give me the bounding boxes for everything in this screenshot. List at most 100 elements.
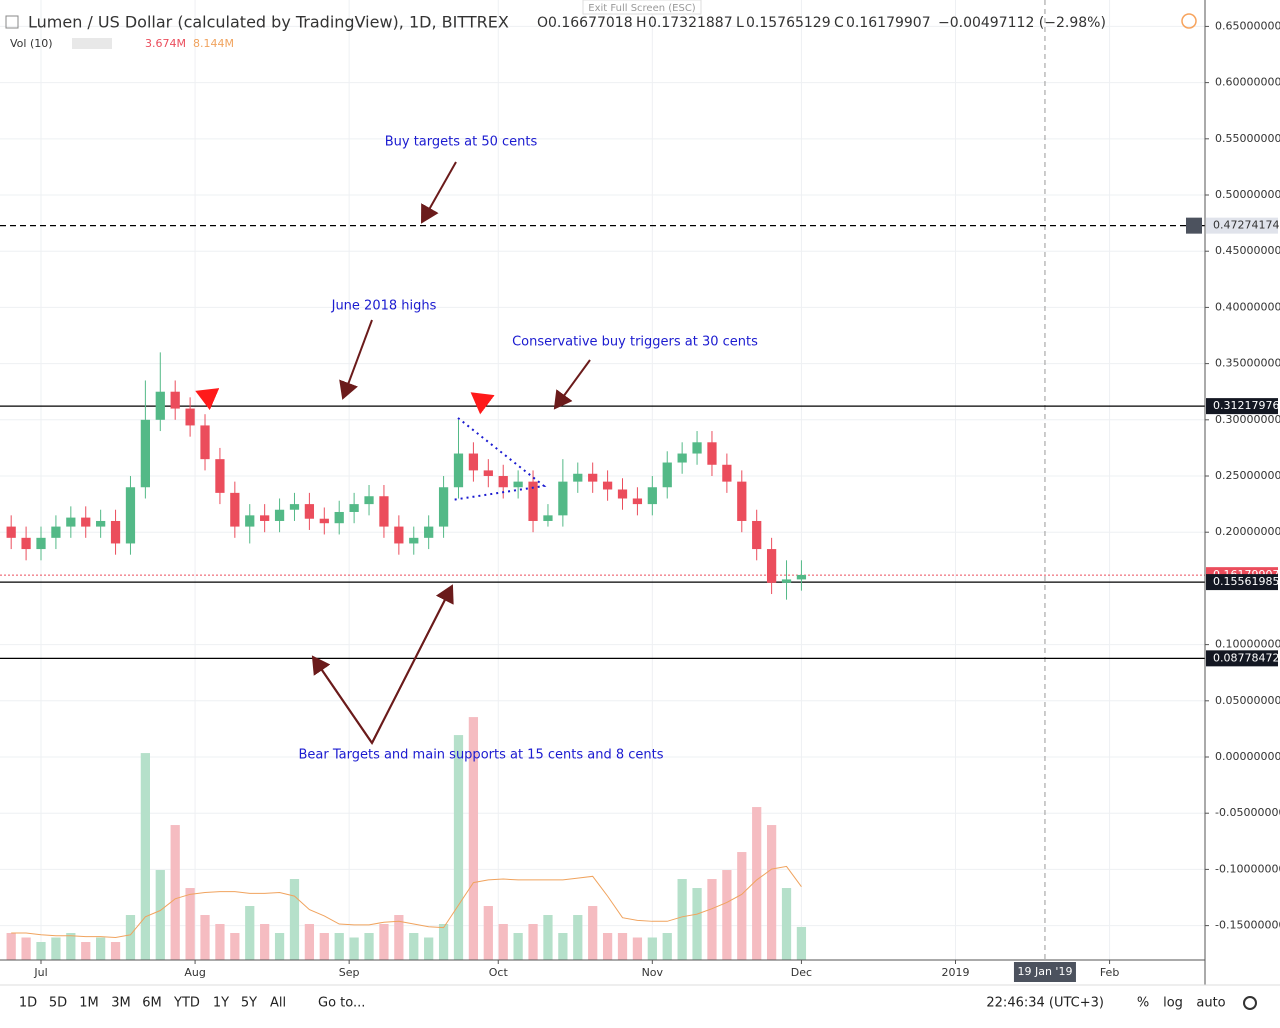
range-button[interactable]: 1Y [213, 996, 229, 1011]
volume-bar [766, 825, 777, 960]
annotation: Bear Targets and main supports at 15 cen… [298, 748, 663, 763]
candle-body [200, 425, 210, 460]
candle-body [304, 504, 315, 519]
range-button[interactable]: 3M [111, 996, 131, 1011]
candle-body [752, 520, 762, 550]
candle-body [81, 517, 91, 527]
volume-bar [677, 879, 687, 960]
volume-ma-line [11, 865, 802, 939]
candle-body [737, 481, 747, 521]
candle-body [349, 504, 359, 512]
collapse-icon[interactable] [5, 15, 19, 29]
exit-fullscreen-label[interactable]: Exit Full Screen (ESC) [588, 3, 696, 14]
range-button[interactable]: All [270, 996, 286, 1011]
warning-icon[interactable] [1181, 13, 1197, 29]
x-tick-label: Oct [489, 966, 509, 979]
volume-settings[interactable] [72, 38, 112, 49]
volume-bar [200, 915, 210, 960]
candle-body [424, 526, 434, 538]
x-tick-label: 2019 [942, 966, 970, 979]
y-tick-label: 0.55000000 [1215, 132, 1280, 145]
exit-fullscreen[interactable] [582, 0, 702, 15]
candle-body [498, 476, 508, 488]
percent-toggle[interactable]: % [1137, 996, 1149, 1011]
volume-ma: 8.144M [193, 37, 234, 50]
volume-bar [632, 937, 643, 960]
volume-bar [707, 879, 717, 960]
volume-bar [319, 933, 329, 960]
ohlc-value: 0.15765129 [746, 15, 831, 31]
y-tick-label: 0.10000000 [1215, 638, 1280, 651]
candle-body [245, 515, 255, 527]
annotation: Buy targets at 50 cents [385, 135, 538, 150]
volume-name: Vol (10) [10, 37, 53, 50]
annotation: Conservative buy triggers at 30 cents [512, 335, 758, 350]
volume-bar [334, 933, 344, 960]
candle-body [528, 481, 538, 521]
candle-body [722, 464, 732, 482]
range-button[interactable]: 6M [142, 996, 162, 1011]
volume-bar [409, 933, 419, 960]
candle-body [632, 498, 643, 505]
clock: 22:46:34 (UTC+3) [986, 996, 1104, 1011]
arrow [553, 359, 591, 410]
volume-value: 3.674M [145, 37, 186, 50]
ohlc-change: −0.00497112 (−2.98%) [938, 15, 1106, 31]
crosshair-label-bg [1013, 962, 1076, 982]
price-label-bg [1206, 217, 1278, 234]
candle-body [379, 496, 389, 527]
candle-body [155, 391, 165, 420]
candle-body [692, 442, 702, 454]
red-arrow [470, 392, 495, 415]
auto-toggle[interactable]: auto [1196, 996, 1225, 1011]
candle-body [125, 487, 136, 544]
red-arrow [195, 388, 220, 411]
volume-bar [260, 924, 270, 960]
volume-bar [289, 879, 300, 960]
settings-icon[interactable] [1243, 996, 1257, 1010]
candle-body [468, 453, 479, 471]
candle-body [66, 517, 76, 527]
y-tick-label: 0.20000000 [1215, 525, 1280, 538]
candle-body [394, 526, 404, 544]
range-button[interactable]: YTD [173, 996, 200, 1011]
candle-body [140, 419, 150, 488]
x-tick-label: Nov [642, 966, 664, 979]
candle-body [260, 515, 270, 521]
range-button[interactable]: 5D [49, 996, 67, 1011]
crosshair-label: 19 Jan '19 [1017, 965, 1072, 978]
plus-button[interactable] [1186, 217, 1202, 234]
volume-bar [722, 870, 732, 960]
goto-button[interactable]: Go to... [318, 996, 365, 1011]
ohlc-label: L [736, 15, 744, 31]
volume-bar [513, 933, 523, 960]
volume-bar [647, 937, 657, 960]
candle-body [513, 481, 523, 488]
range-button[interactable]: 1D [19, 996, 37, 1011]
volume-bar [438, 924, 449, 960]
price-label-bg [1206, 650, 1278, 667]
annotation: June 2018 highs [331, 299, 437, 314]
x-tick-label: Feb [1100, 966, 1119, 979]
range-button[interactable]: 5Y [241, 996, 257, 1011]
volume-bar [6, 933, 16, 960]
candle-body [558, 481, 568, 516]
volume-bar [588, 906, 598, 960]
y-tick-label: -0.10000000 [1215, 862, 1280, 875]
candle-body [51, 526, 61, 538]
candle-body [602, 481, 613, 490]
volume-bar [468, 717, 479, 960]
log-toggle[interactable]: log [1163, 996, 1183, 1011]
y-tick-label: -0.15000000 [1215, 919, 1280, 932]
candle-body [483, 470, 493, 477]
y-tick-label: -0.05000000 [1215, 806, 1280, 819]
price-label: 0.15561985 [1213, 575, 1279, 588]
price-label: 0.31217976 [1213, 399, 1279, 412]
candle-body [230, 492, 240, 527]
arrow [312, 585, 453, 745]
volume-bar [96, 937, 106, 960]
arrow [421, 161, 457, 224]
candle-body [319, 518, 329, 524]
range-button[interactable]: 1M [79, 996, 99, 1011]
